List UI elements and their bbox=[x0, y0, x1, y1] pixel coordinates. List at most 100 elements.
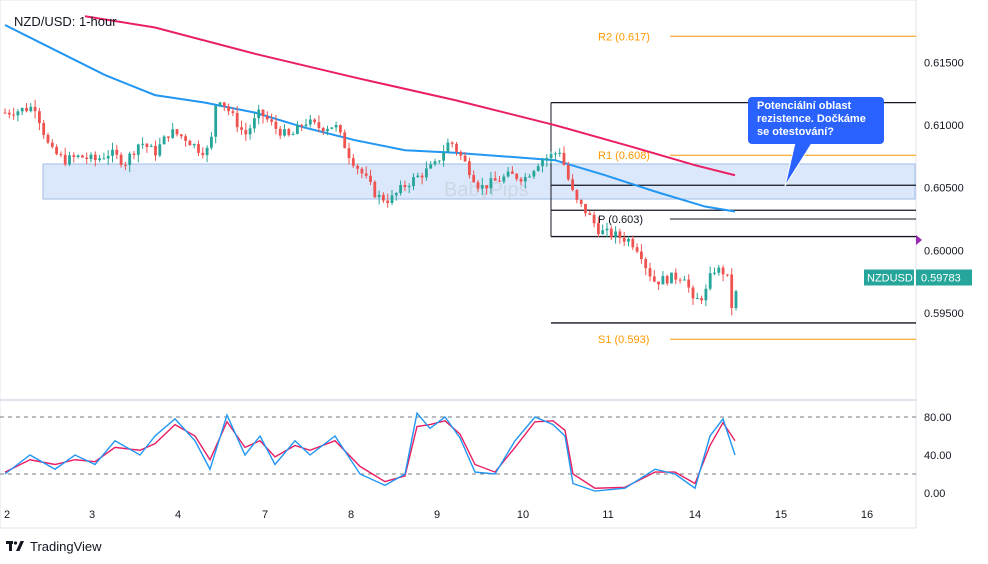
pivot-label-s1: S1 (0.593) bbox=[598, 334, 649, 346]
candle-body bbox=[3, 112, 7, 114]
candles-group bbox=[3, 99, 738, 316]
candle-body bbox=[605, 228, 609, 231]
candle-body bbox=[248, 128, 252, 135]
price-tick-label-1: 0.61000 bbox=[924, 120, 964, 132]
candle-body bbox=[132, 153, 136, 155]
candle-body bbox=[571, 179, 574, 190]
candle-body bbox=[29, 106, 33, 112]
stoch-k-line bbox=[4, 411, 736, 492]
chart-title: NZD/USD: 1-hour bbox=[14, 14, 117, 29]
candle-body bbox=[201, 152, 205, 156]
candle-body bbox=[588, 213, 592, 215]
candle-body bbox=[545, 158, 549, 161]
callout-box: Potenciální oblast rezistence. Dočkáme s… bbox=[748, 97, 884, 144]
candle-body bbox=[734, 291, 738, 308]
time-tick-label-5: 9 bbox=[434, 509, 440, 521]
candle-body bbox=[455, 143, 458, 152]
candle-body bbox=[287, 129, 291, 136]
stoch-tick-label-2: 0.00 bbox=[924, 488, 945, 500]
time-tick-label-7: 11 bbox=[602, 509, 613, 521]
price-tick-label-2: 0.60500 bbox=[924, 183, 964, 195]
candle-body bbox=[197, 144, 200, 153]
candle-body bbox=[640, 251, 643, 260]
candle-body bbox=[253, 118, 256, 129]
candle-body bbox=[468, 161, 471, 176]
candle-body bbox=[687, 279, 691, 288]
price-tick-label-0: 0.61500 bbox=[924, 58, 964, 70]
candle-body bbox=[450, 142, 454, 144]
candle-body bbox=[420, 175, 424, 178]
time-tick-label-1: 3 bbox=[89, 509, 95, 521]
candle-body bbox=[472, 175, 476, 183]
candle-body bbox=[33, 106, 37, 112]
candle-body bbox=[721, 267, 725, 275]
candle-body bbox=[300, 125, 304, 127]
candle-body bbox=[179, 134, 183, 137]
time-tick-label-0: 2 bbox=[4, 509, 10, 521]
candle-body bbox=[59, 154, 63, 156]
time-tick-label-2: 4 bbox=[175, 509, 181, 521]
candle-body bbox=[356, 165, 359, 169]
candle-body bbox=[463, 155, 467, 162]
candle-body bbox=[691, 287, 695, 299]
candle-body bbox=[347, 148, 351, 159]
candle-body bbox=[549, 154, 553, 159]
tradingview-logo[interactable]: TradingView bbox=[6, 539, 102, 554]
candle-body bbox=[601, 230, 605, 235]
candle-body bbox=[485, 185, 488, 189]
candle-body bbox=[50, 142, 54, 147]
candle-body bbox=[205, 147, 209, 156]
candle-body bbox=[618, 231, 622, 238]
candle-body bbox=[25, 108, 28, 112]
candle-body bbox=[609, 228, 613, 238]
candle-body bbox=[278, 128, 282, 136]
candle-body bbox=[210, 136, 213, 148]
candle-body bbox=[270, 119, 273, 122]
ma-slow-line bbox=[84, 15, 736, 177]
candle-body bbox=[506, 171, 510, 177]
candle-body bbox=[502, 176, 506, 182]
candle-body bbox=[566, 164, 570, 180]
candle-body bbox=[214, 105, 218, 137]
candle-body bbox=[231, 111, 235, 113]
candle-body bbox=[175, 129, 179, 135]
candle-body bbox=[304, 124, 308, 127]
candle-body bbox=[326, 128, 329, 132]
candle-body bbox=[46, 134, 50, 143]
candle-body bbox=[678, 279, 682, 281]
candle-body bbox=[515, 173, 519, 179]
candle-body bbox=[171, 129, 175, 138]
time-tick-label-8: 14 bbox=[689, 509, 701, 521]
candle-body bbox=[364, 173, 368, 176]
stoch-d-line bbox=[4, 420, 736, 489]
candle-body bbox=[579, 199, 583, 204]
candle-body bbox=[584, 203, 587, 214]
ma-fast-line bbox=[4, 24, 736, 213]
candle-body bbox=[661, 275, 665, 285]
candle-body bbox=[38, 111, 41, 124]
candle-body bbox=[459, 151, 463, 156]
candle-body bbox=[12, 114, 15, 116]
candle-body bbox=[597, 223, 600, 235]
tradingview-label: TradingView bbox=[30, 539, 102, 554]
candle-body bbox=[614, 231, 617, 238]
candle-body bbox=[369, 175, 372, 182]
candle-body bbox=[635, 247, 639, 252]
candle-body bbox=[562, 152, 566, 165]
time-tick-label-6: 10 bbox=[517, 509, 529, 521]
candle-body bbox=[351, 158, 355, 166]
last-price-label: 0.59783 bbox=[921, 273, 961, 285]
candle-body bbox=[188, 140, 192, 146]
candle-body bbox=[536, 166, 540, 171]
time-tick-label-4: 8 bbox=[348, 509, 354, 521]
candle-body bbox=[308, 119, 312, 125]
price-tick-label-3: 0.60000 bbox=[924, 245, 964, 257]
candle-body bbox=[498, 180, 501, 182]
candle-body bbox=[106, 155, 110, 159]
candle-body bbox=[476, 182, 480, 189]
candle-body bbox=[81, 155, 84, 158]
candle-body bbox=[717, 267, 721, 273]
candle-body bbox=[425, 168, 428, 178]
candle-body bbox=[429, 164, 433, 169]
